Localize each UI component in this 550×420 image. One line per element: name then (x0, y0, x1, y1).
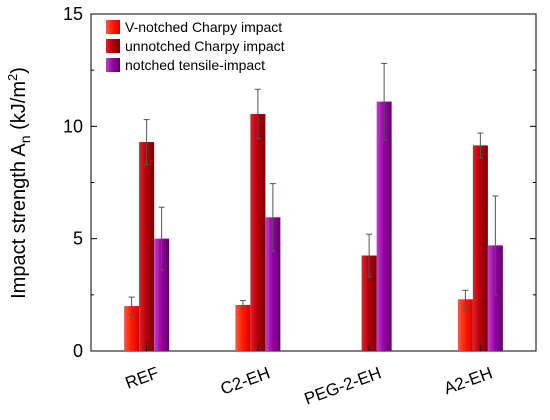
error-bars-layer (128, 62, 499, 316)
bar-2-3 (487, 245, 503, 351)
bar-1-3 (472, 145, 488, 351)
bar-1-1 (250, 113, 266, 351)
bar-0-1 (235, 304, 251, 351)
y-axis-title-units-close: ) (8, 67, 30, 74)
bar-2-2 (376, 101, 392, 352)
bar-1-0 (139, 142, 155, 351)
bars-layer (124, 101, 503, 352)
legend-label-2: notched tensile-impact (125, 57, 265, 73)
bar-1-2 (361, 255, 377, 351)
y-axis-title-main: Impact strength A (8, 143, 30, 299)
legend: V-notched Charpy impact unnotched Charpy … (106, 19, 285, 73)
x-category-label-3: A2-EH (441, 363, 495, 398)
y-axis-title-subscript: n (17, 135, 33, 143)
y-axis-title-units-sup: 2 (5, 74, 20, 81)
legend-label-1: unnotched Charpy impact (125, 38, 285, 54)
y-tick-label-2: 10 (63, 116, 83, 136)
x-axis: REF C2-EH PEG-2-EH A2-EH (123, 345, 495, 409)
bar-0-0 (124, 306, 140, 351)
y-axis-title-units: (kJ/m (8, 81, 30, 135)
x-category-label-0: REF (123, 363, 161, 392)
legend-label-0: V-notched Charpy impact (125, 19, 282, 35)
y-tick-label-1: 5 (73, 229, 83, 249)
legend-swatch-2 (106, 58, 120, 72)
bar-0-3 (457, 299, 473, 351)
bar-2-1 (265, 217, 281, 351)
y-axis: 0 5 10 15 (63, 4, 536, 361)
y-tick-label-0: 0 (73, 341, 83, 361)
x-category-label-2: PEG-2-EH (302, 363, 384, 408)
y-axis-title: Impact strength An (kJ/m2) (5, 67, 33, 299)
legend-swatch-1 (106, 39, 120, 53)
x-category-label-1: C2-EH (218, 363, 272, 398)
y-tick-label-3: 15 (63, 4, 83, 24)
legend-swatch-0 (106, 20, 120, 34)
bar-2-0 (154, 238, 170, 351)
